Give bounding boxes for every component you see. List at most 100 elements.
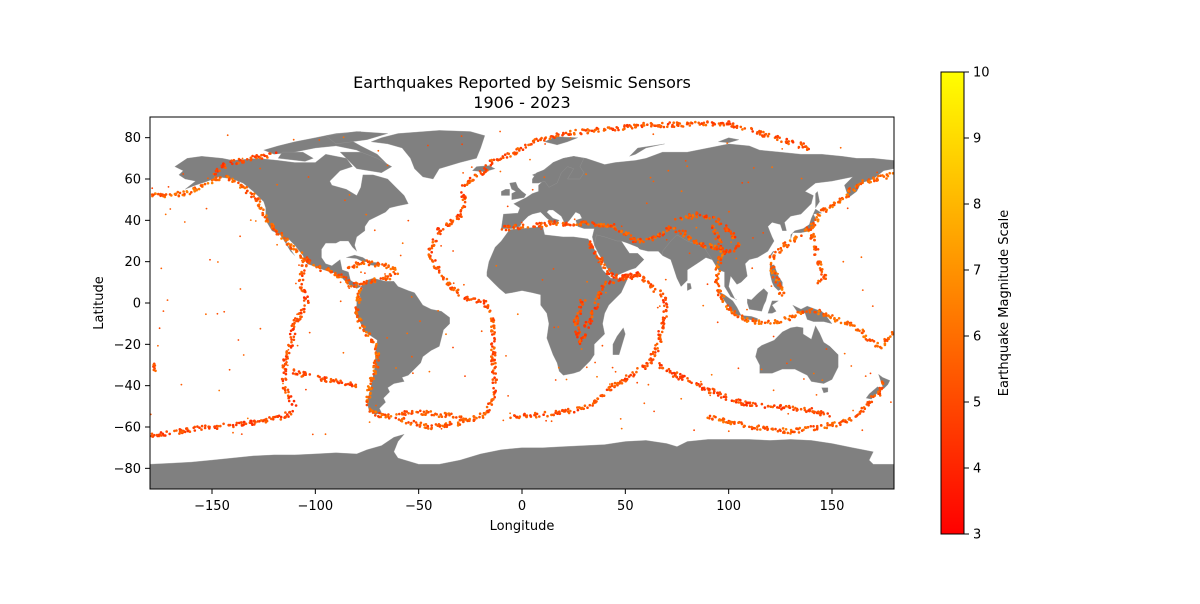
earthquake-point bbox=[593, 306, 597, 310]
earthquake-point bbox=[463, 184, 467, 188]
earthquake-point bbox=[867, 401, 871, 405]
earthquake-point bbox=[529, 414, 532, 417]
earthquake-point bbox=[389, 267, 393, 271]
earthquake-point bbox=[785, 137, 789, 141]
earthquake-point bbox=[548, 137, 552, 141]
earthquake-point bbox=[712, 391, 716, 395]
earthquake-point bbox=[384, 275, 388, 278]
earthquake-point bbox=[519, 226, 523, 229]
earthquake-point bbox=[552, 268, 555, 270]
earthquake-point bbox=[816, 426, 819, 430]
earthquake-point bbox=[430, 250, 434, 254]
earthquake-point bbox=[367, 386, 371, 389]
earthquake-point bbox=[775, 136, 779, 139]
earthquake-point bbox=[339, 379, 342, 383]
earthquake-point bbox=[756, 131, 759, 134]
earthquake-point bbox=[258, 200, 262, 203]
earthquake-point bbox=[296, 344, 299, 347]
earthquake-point bbox=[279, 418, 283, 421]
earthquake-point bbox=[434, 423, 438, 426]
earthquake-point bbox=[706, 416, 709, 420]
earthquake-point bbox=[307, 176, 310, 178]
earthquake-point bbox=[435, 239, 438, 243]
earthquake-point bbox=[562, 221, 565, 225]
earthquake-point bbox=[482, 302, 486, 305]
land-tasmania bbox=[821, 387, 829, 394]
earthquake-point bbox=[654, 235, 657, 239]
earthquake-point bbox=[757, 322, 761, 326]
earthquake-point bbox=[725, 224, 728, 227]
earthquake-point bbox=[351, 265, 355, 269]
earthquake-point bbox=[588, 240, 592, 243]
earthquake-point bbox=[647, 281, 651, 285]
earthquake-point bbox=[812, 372, 815, 375]
earthquake-point bbox=[437, 227, 441, 230]
earthquake-point bbox=[662, 322, 666, 325]
earthquake-point bbox=[210, 181, 214, 185]
earthquake-point bbox=[503, 224, 507, 228]
earthquake-point bbox=[612, 226, 615, 229]
earthquake-point bbox=[577, 319, 580, 323]
earthquake-point bbox=[150, 432, 154, 436]
earthquake-point bbox=[358, 288, 362, 292]
earthquake-point bbox=[300, 282, 304, 286]
earthquake-point bbox=[540, 228, 542, 231]
earthquake-point bbox=[863, 335, 866, 339]
earthquake-point bbox=[159, 431, 163, 434]
earthquake-point bbox=[597, 130, 600, 133]
earthquake-point bbox=[255, 199, 258, 203]
earthquake-point bbox=[254, 197, 257, 200]
earthquake-point bbox=[300, 272, 304, 275]
earthquake-point bbox=[288, 332, 292, 336]
earthquake-point bbox=[778, 282, 782, 285]
earthquake-point bbox=[463, 205, 467, 209]
earthquake-point bbox=[773, 271, 777, 275]
earthquake-point bbox=[850, 365, 853, 367]
earthquake-point bbox=[597, 224, 601, 228]
earthquake-point bbox=[432, 265, 436, 268]
earthquake-point bbox=[675, 371, 679, 374]
earthquake-point bbox=[424, 413, 427, 417]
earthquake-point bbox=[386, 275, 390, 278]
earthquake-point bbox=[815, 394, 818, 396]
earthquake-point bbox=[183, 221, 186, 223]
earthquake-point bbox=[720, 294, 723, 298]
earthquake-point bbox=[653, 354, 657, 358]
land-british-isles bbox=[509, 181, 527, 200]
earthquake-point bbox=[703, 388, 706, 391]
earthquake-point bbox=[260, 153, 263, 157]
earthquake-point bbox=[569, 137, 572, 139]
earthquake-point bbox=[354, 307, 358, 311]
earthquake-point bbox=[674, 374, 678, 378]
earthquake-point bbox=[375, 365, 378, 368]
earthquake-point bbox=[864, 375, 867, 377]
earthquake-point bbox=[623, 377, 627, 381]
earthquake-point bbox=[727, 308, 731, 311]
earthquake-point bbox=[621, 274, 624, 278]
earthquake-point bbox=[641, 365, 644, 368]
earthquake-point bbox=[589, 317, 592, 321]
earthquake-point bbox=[751, 267, 754, 270]
y-tick-label: −40 bbox=[114, 379, 141, 394]
earthquake-point bbox=[608, 388, 611, 392]
earthquake-point bbox=[681, 229, 684, 233]
earthquake-point bbox=[787, 412, 790, 415]
earthquake-point bbox=[690, 122, 694, 125]
earthquake-point bbox=[460, 184, 464, 187]
earthquake-point bbox=[732, 126, 736, 129]
earthquake-point bbox=[864, 338, 868, 341]
earthquake-point bbox=[739, 398, 742, 402]
earthquake-point bbox=[553, 326, 556, 329]
earthquake-point bbox=[452, 250, 454, 252]
earthquake-point bbox=[174, 192, 178, 196]
earthquake-point bbox=[383, 263, 387, 267]
earthquake-point bbox=[303, 269, 306, 272]
earthquake-point bbox=[228, 368, 231, 371]
earthquake-point bbox=[362, 325, 365, 328]
earthquake-point bbox=[540, 221, 543, 225]
earthquake-point bbox=[706, 283, 709, 286]
earthquake-point bbox=[825, 348, 828, 350]
earthquake-point bbox=[356, 308, 360, 312]
earthquake-point bbox=[268, 416, 271, 419]
earthquake-point bbox=[372, 372, 376, 376]
